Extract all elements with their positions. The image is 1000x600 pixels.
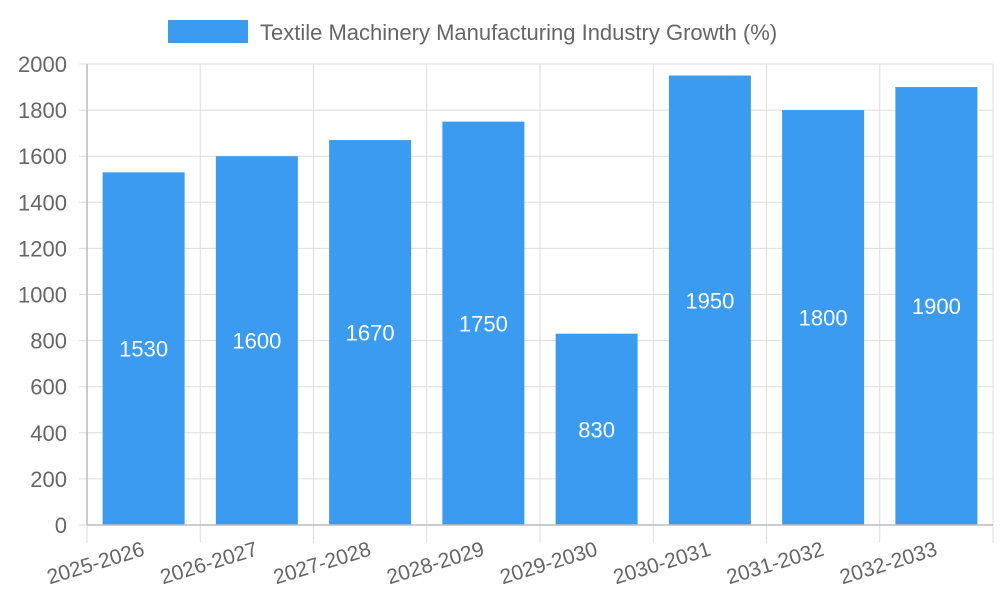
legend-label: Textile Machinery Manufacturing Industry…: [260, 20, 777, 45]
x-tick-label: 2028-2029: [384, 538, 487, 589]
legend[interactable]: Textile Machinery Manufacturing Industry…: [168, 20, 777, 45]
y-tick-label: 1400: [18, 190, 67, 215]
data-label: 1900: [912, 294, 961, 319]
x-tick-label: 2025-2026: [44, 538, 147, 589]
y-tick-label: 200: [30, 467, 67, 492]
y-tick-label: 600: [30, 375, 67, 400]
bar[interactable]: [102, 172, 185, 525]
data-label: 1670: [346, 321, 395, 346]
data-label: 1750: [459, 311, 508, 336]
bar[interactable]: [442, 121, 525, 525]
x-tick-label: 2030-2031: [611, 538, 714, 589]
y-tick-label: 1800: [18, 98, 67, 123]
bar[interactable]: [555, 333, 638, 525]
data-label: 1950: [685, 288, 734, 313]
axes: [86, 64, 993, 526]
bar[interactable]: [895, 87, 978, 526]
data-label: 1800: [799, 306, 848, 331]
data-label: 1530: [119, 337, 168, 362]
x-tick-label: 2029-2030: [497, 538, 600, 589]
x-tick-label: 2032-2033: [837, 538, 940, 589]
bar[interactable]: [215, 156, 298, 525]
y-tick-label: 1600: [18, 144, 67, 169]
x-tick-label: 2026-2027: [158, 538, 261, 589]
y-tick-label: 400: [30, 421, 67, 446]
bar[interactable]: [782, 110, 865, 525]
y-tick-label: 1200: [18, 236, 67, 261]
x-tick-label: 2031-2032: [724, 538, 827, 589]
y-tick-label: 2000: [18, 52, 67, 77]
bars: [102, 75, 978, 526]
y-tick-label: 0: [55, 513, 67, 538]
bar[interactable]: [668, 75, 751, 526]
x-tick-label: 2027-2028: [271, 538, 374, 589]
y-tick-label: 800: [30, 329, 67, 354]
legend-swatch: [168, 20, 248, 43]
y-tick-label: 1000: [18, 283, 67, 308]
bar[interactable]: [329, 140, 412, 525]
data-label: 1600: [232, 329, 281, 354]
data-label: 830: [578, 417, 615, 442]
